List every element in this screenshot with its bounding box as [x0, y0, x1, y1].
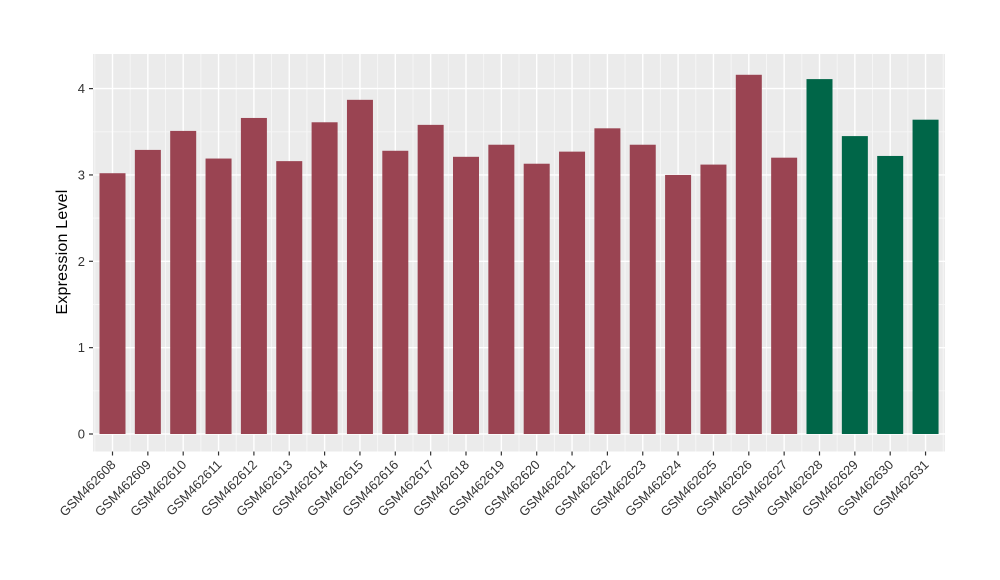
y-tick-label: 1 — [78, 340, 85, 355]
bar-GSM462631 — [912, 119, 939, 434]
bar-GSM462625 — [700, 164, 727, 434]
bar-GSM462626 — [735, 74, 762, 434]
bar-GSM462608 — [99, 173, 126, 434]
bar-GSM462622 — [594, 128, 621, 435]
bar-GSM462620 — [523, 163, 550, 435]
bar-GSM462618 — [453, 156, 479, 434]
y-tick-label: 3 — [78, 167, 85, 182]
bar-GSM462609 — [134, 149, 161, 434]
bar-GSM462613 — [276, 161, 303, 434]
bar-GSM462624 — [665, 174, 692, 434]
bar-GSM462621 — [559, 151, 586, 434]
y-tick-label: 4 — [78, 81, 85, 96]
bar-GSM462619 — [488, 144, 515, 435]
bar-GSM462623 — [629, 144, 656, 435]
bar-GSM462614 — [311, 122, 338, 435]
bar-GSM462629 — [841, 136, 868, 434]
bar-GSM462611 — [205, 158, 232, 434]
bar-GSM462617 — [417, 124, 444, 434]
y-tick-label: 2 — [78, 254, 85, 269]
bar-GSM462612 — [240, 117, 267, 435]
bar-GSM462616 — [382, 150, 409, 434]
y-tick-label: 0 — [78, 427, 85, 442]
y-axis-title: Expression Level — [54, 189, 71, 315]
bar-GSM462628 — [806, 79, 833, 434]
bar-GSM462610 — [170, 130, 197, 434]
bar-GSM462630 — [877, 155, 904, 434]
bar-GSM462627 — [771, 157, 798, 434]
bar-GSM462615 — [346, 99, 373, 434]
